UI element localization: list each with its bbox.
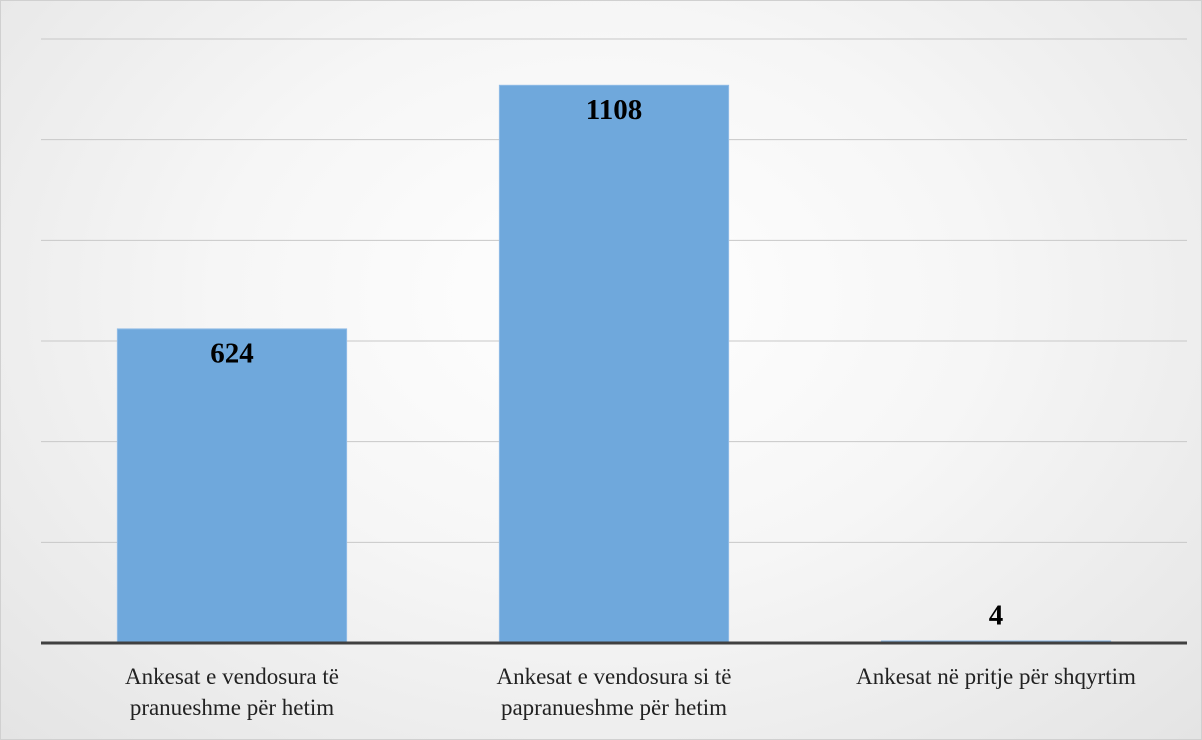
x-tick-label: Ankesat në pritje për shqyrtim — [856, 664, 1136, 689]
data-label: 4 — [989, 600, 1004, 632]
x-tick-label: Ankesat e vendosura si të papranueshme p… — [496, 664, 732, 720]
bar — [116, 328, 348, 644]
data-label: 1108 — [586, 94, 642, 126]
x-tick-label: Ankesat e vendosura të pranueshme për he… — [125, 664, 339, 720]
data-label: 624 — [210, 338, 254, 370]
bar — [498, 84, 730, 644]
